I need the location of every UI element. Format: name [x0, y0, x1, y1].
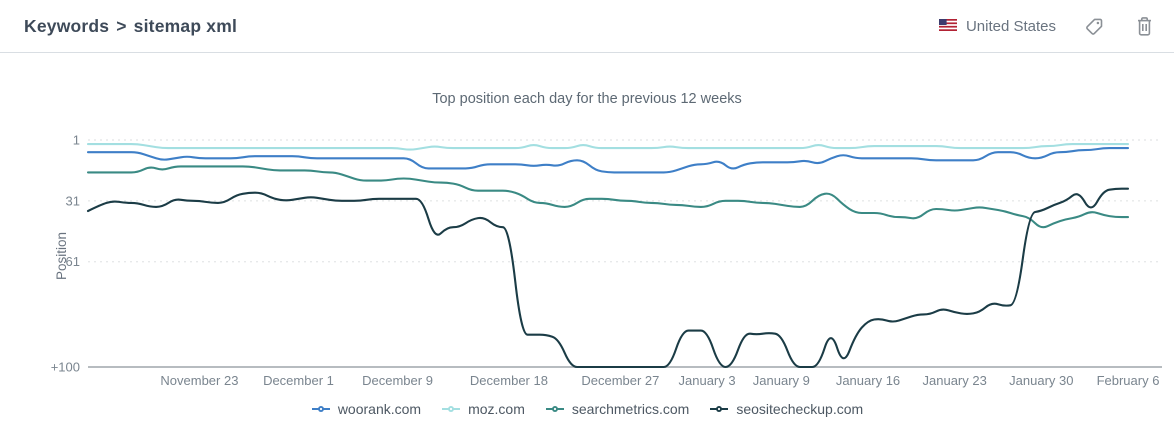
country-indicator: United States [938, 17, 1056, 35]
legend-marker-icon [710, 406, 729, 412]
us-flag-icon [938, 18, 957, 35]
legend-label: moz.com [468, 401, 525, 417]
legend-marker-icon [545, 406, 564, 412]
legend-label: searchmetrics.com [571, 401, 690, 417]
country-label: United States [965, 17, 1056, 35]
y-tick-label: 31 [66, 193, 80, 208]
breadcrumb: Keywords > sitemap xml [24, 16, 237, 37]
header-actions: United States [938, 14, 1156, 39]
position-chart: 1 31 61 +100 Position November 23 December 1 De… [51, 133, 1162, 388]
x-tick-label: December 18 [470, 373, 548, 388]
series-line-seositecheckup.com[interactable] [86, 187, 1130, 369]
series-line-moz.com[interactable] [86, 143, 1130, 151]
x-tick-label: January 30 [1009, 373, 1073, 388]
series-line-searchmetrics.com[interactable] [86, 165, 1130, 229]
legend-marker-icon [442, 406, 461, 412]
x-tick-label: January 9 [753, 373, 810, 388]
header: Keywords > sitemap xml United States [0, 0, 1174, 53]
breadcrumb-current: sitemap xml [133, 15, 238, 36]
x-tick-label: December 27 [581, 373, 659, 388]
x-tick-label: February 6 [1097, 373, 1160, 388]
legend-item-searchmetrics.com[interactable]: searchmetrics.com [545, 401, 689, 417]
y-tick-label: 61 [66, 254, 80, 269]
legend-label: woorank.com [337, 401, 422, 417]
legend-label: seositecheckup.com [736, 401, 864, 417]
breadcrumb-separator: > [116, 15, 127, 36]
delete-button[interactable] [1133, 14, 1156, 39]
legend-item-seositecheckup.com[interactable]: seositecheckup.com [709, 401, 863, 417]
breadcrumb-parent[interactable]: Keywords [24, 15, 110, 36]
x-tick-label: November 23 [160, 373, 238, 388]
x-tick-label: January 16 [836, 373, 900, 388]
y-tick-label: +100 [51, 360, 80, 375]
trash-icon [1135, 16, 1154, 37]
legend-item-woorank.com[interactable]: woorank.com [311, 401, 421, 417]
y-axis-label: Position [54, 232, 69, 280]
tag-icon [1084, 16, 1105, 37]
x-tick-label: December 9 [362, 373, 433, 388]
legend-item-moz.com[interactable]: moz.com [441, 401, 525, 417]
tag-button[interactable] [1082, 14, 1107, 39]
y-tick-label: 1 [73, 133, 80, 148]
x-tick-label: January 23 [923, 373, 987, 388]
chart-legend: woorank.com moz.com searchmetrics.com seosi… [0, 401, 1174, 417]
x-tick-label: January 3 [679, 373, 736, 388]
chart-title: Top position each day for the previous 1… [432, 91, 742, 107]
x-tick-label: December 1 [263, 373, 334, 388]
legend-marker-icon [311, 406, 330, 412]
series-line-woorank.com[interactable] [86, 147, 1130, 174]
